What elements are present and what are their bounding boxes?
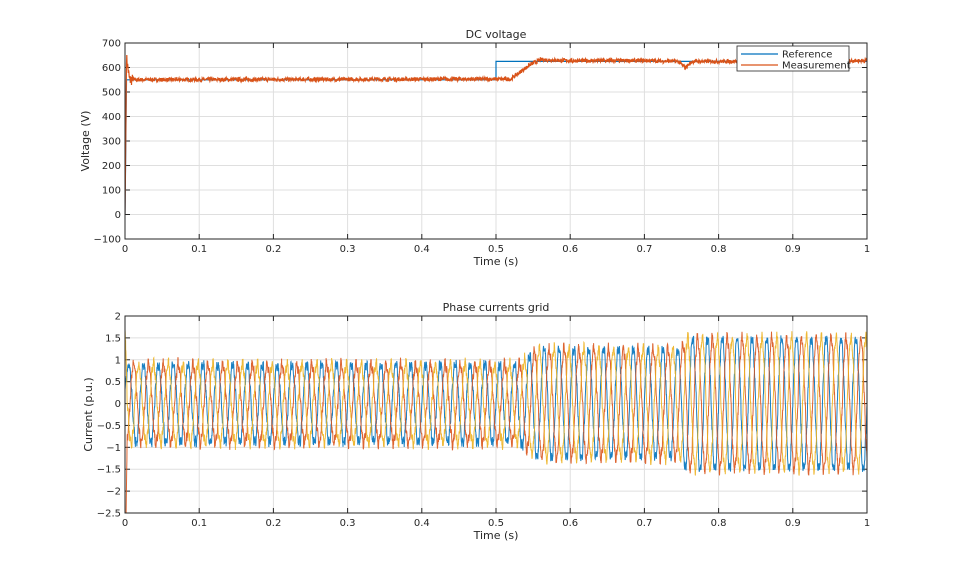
- x-tick-label: 0: [122, 244, 128, 255]
- y-tick-label: −1.5: [97, 465, 121, 476]
- legend-box: [736, 45, 850, 72]
- x-tick-label: 0.3: [340, 244, 356, 255]
- y-tick-label: −2.5: [97, 509, 121, 520]
- y-tick-label: 300: [102, 137, 121, 148]
- x-tick-label: 0.2: [265, 244, 281, 255]
- y-tick-label: −1: [106, 443, 121, 454]
- x-tick-label: 0.4: [414, 518, 430, 529]
- y-tick-label: 0: [115, 399, 121, 410]
- series-group: [125, 329, 867, 513]
- y-tick-label: 600: [102, 63, 121, 74]
- y-tick-label: −2: [106, 487, 121, 498]
- series-line-phase-b: [125, 331, 867, 513]
- x-tick-label: 0.2: [265, 518, 281, 529]
- series-line-phase-a: [125, 335, 867, 472]
- x-axis-label: Time (s): [473, 529, 519, 542]
- x-tick-label: 0.6: [562, 518, 578, 529]
- y-tick-label: −0.5: [97, 421, 121, 432]
- y-tick-label: 2: [115, 312, 121, 323]
- legend-label-reference: Reference: [782, 50, 832, 61]
- phase-currents-axes: 0 0.1 0.2 0.3 0.4 0.5 0.6 0.7 0.8 0.9 1 −2.5 −2 −1.5 −…: [82, 301, 870, 542]
- x-tick-label: 0.5: [488, 244, 504, 255]
- chart-title: Phase currents grid: [443, 301, 550, 314]
- dc-voltage-axes: 0 0.1 0.2 0.3 0.4 0.5 0.6 0.7 0.8 0.9 1−1000100200…: [79, 28, 870, 268]
- y-tick-label: 1.5: [105, 333, 121, 344]
- x-tick-label: 0.4: [414, 244, 430, 255]
- x-tick-label: 0.7: [636, 244, 652, 255]
- y-tick-label: 200: [102, 161, 121, 172]
- x-tick-label: 0.9: [785, 518, 801, 529]
- x-tick-label: 0.6: [562, 244, 578, 255]
- x-tick-label: 0: [122, 518, 128, 529]
- x-tick-label: 0.1: [191, 518, 207, 529]
- x-axis-label: Time (s): [473, 255, 519, 268]
- y-tick-label: 500: [102, 88, 121, 99]
- axes-box: [124, 315, 868, 514]
- y-tick-label: 1: [115, 355, 121, 366]
- x-tick-label: 0.5: [488, 518, 504, 529]
- y-axis-label: Voltage (V): [79, 111, 92, 172]
- x-tick-label: 1: [864, 244, 870, 255]
- y-tick-label: 0: [115, 210, 121, 221]
- x-tick-label: 1: [864, 518, 870, 529]
- chart-title: DC voltage: [466, 28, 527, 41]
- y-tick-label: −100: [94, 235, 121, 246]
- x-tick-label: 0.3: [340, 518, 356, 529]
- x-tick-label: 0.8: [711, 518, 727, 529]
- y-tick-label: 400: [102, 112, 121, 123]
- axes-box: [124, 42, 868, 240]
- x-tick-label: 0.8: [711, 244, 727, 255]
- y-tick-label: 0.5: [105, 377, 121, 388]
- x-tick-label: 0.9: [785, 244, 801, 255]
- x-tick-label: 0.7: [636, 518, 652, 529]
- x-tick-label: 0.1: [191, 244, 207, 255]
- legend-label-measurement: Measurement: [782, 61, 851, 72]
- y-tick-label: 100: [102, 186, 121, 197]
- y-axis-label: Current (p.u.): [82, 377, 95, 451]
- series-line-phase-c: [125, 329, 867, 476]
- y-tick-label: 700: [102, 39, 121, 50]
